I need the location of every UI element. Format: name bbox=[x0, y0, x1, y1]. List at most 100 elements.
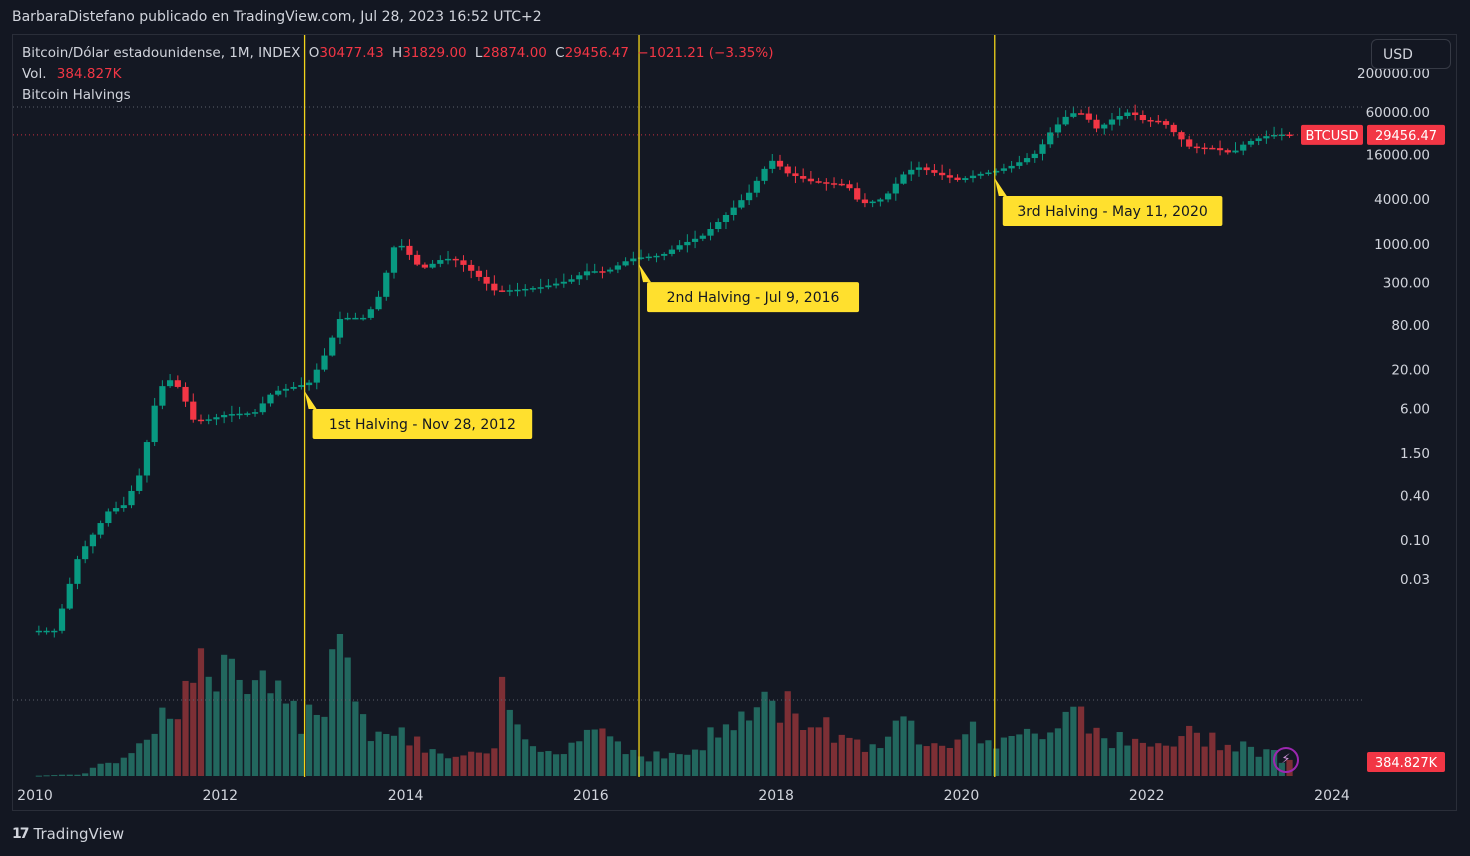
volume-bar bbox=[769, 700, 776, 776]
volume-bar bbox=[1132, 738, 1139, 776]
legend-close: 29456.47 bbox=[564, 45, 630, 61]
candle-body bbox=[1047, 132, 1054, 145]
candle-body bbox=[1216, 148, 1224, 151]
volume-bar bbox=[136, 743, 143, 776]
price-axis: 0.03 0.10 0.40 1.50 6.00 20.00 80.00 300.00 1000… bbox=[13, 66, 1430, 701]
candle-body bbox=[421, 264, 428, 268]
halving-pointer bbox=[994, 177, 1007, 196]
volume-bar bbox=[82, 773, 89, 776]
candle-body bbox=[892, 183, 899, 194]
volume-bar bbox=[884, 736, 892, 776]
volume-bar bbox=[305, 704, 313, 776]
candle-body bbox=[1000, 168, 1007, 171]
volume-bar bbox=[730, 730, 737, 776]
volume-bar bbox=[676, 754, 683, 776]
candle-body bbox=[529, 288, 537, 290]
legend-ohlc: Bitcoin/Dólar estadounidense, 1M, INDEX … bbox=[22, 45, 774, 61]
candle-body bbox=[151, 405, 158, 443]
volume-bar bbox=[313, 714, 320, 776]
volume-bar bbox=[1116, 732, 1123, 776]
currency-button[interactable]: USD bbox=[1371, 39, 1451, 69]
legend-indicator[interactable]: Bitcoin Halvings bbox=[22, 87, 131, 103]
candle-body bbox=[344, 317, 351, 320]
volume-bar bbox=[784, 691, 791, 776]
candle-body bbox=[630, 258, 637, 262]
volume-bar bbox=[915, 744, 923, 776]
volume-bar bbox=[383, 734, 390, 776]
volume-bar bbox=[282, 703, 290, 776]
legend-indicator-name: Bitcoin Halvings bbox=[22, 87, 131, 103]
candle-body bbox=[599, 271, 606, 273]
candle-body bbox=[1132, 112, 1139, 116]
y-tick-label: 0.03 bbox=[1400, 572, 1430, 588]
volume-bar bbox=[182, 680, 189, 776]
volume-bar bbox=[962, 734, 969, 776]
candle-body bbox=[1178, 132, 1185, 140]
candle-body bbox=[112, 508, 120, 512]
candle-body bbox=[82, 546, 89, 560]
candle-body bbox=[1085, 113, 1092, 120]
volume-bar bbox=[900, 716, 907, 776]
volume-bar bbox=[259, 670, 266, 776]
volume-bar bbox=[1216, 750, 1224, 776]
candle-body bbox=[89, 534, 97, 547]
volume-bar bbox=[529, 746, 537, 776]
volume-bar bbox=[1070, 706, 1077, 776]
lightning-icon[interactable]: ⚡ bbox=[1273, 747, 1299, 773]
volume-bar bbox=[1085, 733, 1092, 776]
candle-body bbox=[993, 170, 1000, 173]
candle-body bbox=[722, 214, 730, 223]
y-tick-label: 0.10 bbox=[1400, 533, 1430, 549]
volume-bar bbox=[630, 749, 637, 776]
candle-body bbox=[483, 276, 490, 284]
price-candles bbox=[35, 104, 1293, 638]
candle-body bbox=[1247, 141, 1255, 145]
candle-body bbox=[545, 285, 552, 288]
volume-bar bbox=[583, 729, 591, 776]
volume-bar bbox=[607, 736, 614, 776]
candle-body bbox=[637, 257, 645, 259]
candle-body bbox=[43, 630, 50, 633]
legend-low: 28874.00 bbox=[482, 45, 547, 61]
y-tick-label: 80.00 bbox=[1391, 318, 1430, 334]
candle-body bbox=[969, 175, 977, 179]
candle-body bbox=[1224, 150, 1231, 153]
candle-body bbox=[452, 258, 459, 261]
volume-bar bbox=[1124, 745, 1131, 776]
volume-bar bbox=[344, 657, 351, 776]
volume-bar bbox=[1247, 746, 1255, 776]
candle-body bbox=[560, 281, 567, 284]
candle-body bbox=[1186, 139, 1193, 147]
volume-bar bbox=[1047, 732, 1054, 776]
candle-body bbox=[1093, 119, 1100, 129]
candle-body bbox=[699, 235, 706, 239]
volume-bar bbox=[746, 720, 753, 776]
candle-body bbox=[197, 419, 205, 422]
candle-body bbox=[738, 200, 745, 208]
volume-bar bbox=[1008, 735, 1015, 776]
candle-body bbox=[313, 369, 320, 383]
volume-bar bbox=[236, 679, 243, 776]
candle-body bbox=[1240, 144, 1247, 151]
candle-body bbox=[120, 505, 127, 509]
volume-bar bbox=[1101, 738, 1108, 776]
legend-change: −1021.21 (−3.35%) bbox=[637, 45, 774, 61]
volume-bar bbox=[398, 727, 405, 776]
candle-body bbox=[792, 173, 799, 177]
volume-bar bbox=[128, 753, 135, 776]
candle-body bbox=[506, 290, 513, 292]
candle-body bbox=[954, 177, 961, 181]
candle-body bbox=[275, 390, 282, 395]
brand-footer: 17 TradingView bbox=[12, 825, 124, 843]
candle-body bbox=[1139, 115, 1146, 121]
y-tick-label: 0.40 bbox=[1400, 489, 1430, 505]
candle-body bbox=[259, 403, 266, 413]
volume-bar bbox=[275, 680, 282, 776]
candle-body bbox=[51, 630, 58, 633]
candle-body bbox=[591, 271, 598, 273]
candle-body bbox=[367, 309, 374, 318]
volume-bar bbox=[1201, 746, 1208, 776]
candle-body bbox=[390, 247, 398, 273]
candle-body bbox=[305, 382, 313, 386]
